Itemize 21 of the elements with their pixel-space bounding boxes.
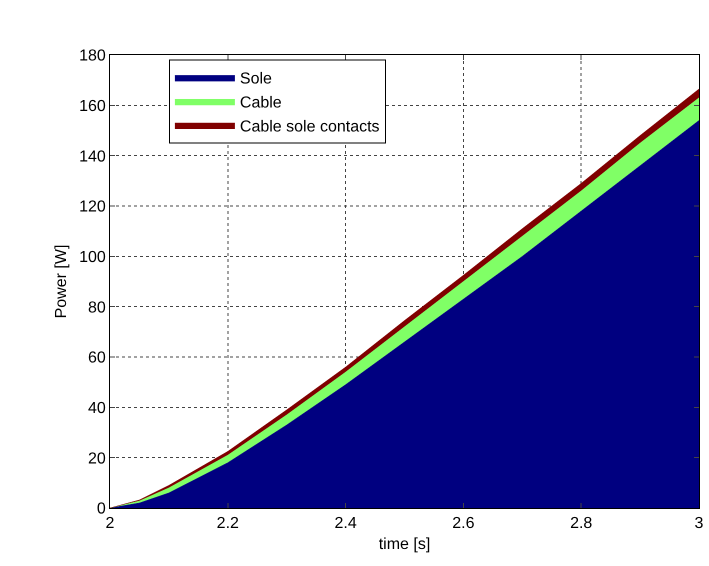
- y-tick-label: 60: [88, 350, 106, 367]
- x-tick-label: 2: [106, 515, 115, 532]
- y-tick-label: 160: [79, 98, 106, 115]
- x-tick-label: 2.6: [452, 515, 475, 532]
- x-tick-label: 2.2: [216, 515, 240, 532]
- legend-label: Cable: [240, 94, 282, 112]
- y-tick-label: 0: [96, 500, 106, 518]
- legend-label: Cable sole contacts: [240, 118, 380, 136]
- y-tick-label: 40: [88, 400, 106, 417]
- x-tick-label: 3: [694, 515, 704, 532]
- y-tick-label: 140: [79, 148, 106, 166]
- y-tick-label: 100: [79, 248, 106, 266]
- legend-label: Sole: [240, 70, 272, 88]
- y-tick-label: 120: [79, 198, 106, 216]
- x-tick-label: 2.8: [570, 515, 592, 532]
- y-tick-label: 20: [88, 450, 106, 468]
- y-axis-title: Power [W]: [52, 244, 70, 318]
- y-tick-label: 180: [79, 48, 106, 65]
- x-tick-label: 2.4: [334, 515, 357, 532]
- x-axis-title: time [s]: [378, 536, 430, 553]
- y-tick-label: 80: [88, 299, 106, 316]
